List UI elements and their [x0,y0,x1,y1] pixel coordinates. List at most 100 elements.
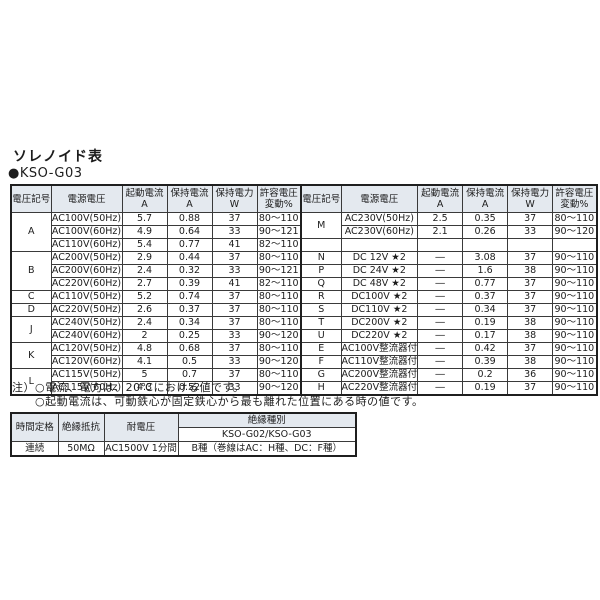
symbol-cell [300,238,342,252]
start-current-cell: ― [417,381,464,396]
hold-power-cell: 37 [211,212,258,226]
hold-power-cell: 37 [211,368,258,382]
voltage-cell: AC100V(50Hz) [50,212,123,226]
start-current-cell: 4.1 [121,355,168,369]
hold-current-cell: 0.39 [166,277,213,291]
note-label: 注） [12,381,35,394]
start-current-cell: ― [417,355,464,369]
table-row: AC220V(60Hz) 2.7 0.39 41 82〜110 Q DC 48V… [11,277,598,291]
table-row: A AC100V(50Hz) 5.7 0.88 37 80〜110 M AC23… [10,212,598,252]
header-start-current: 起動電流 A [121,184,168,213]
hold-current-cell: 0.52 [166,381,213,396]
start-current-cell: 5 [121,368,168,382]
hold-current-cell: 0.26 [462,225,509,239]
voltage-cell: AC115V(50Hz) [50,368,123,382]
hold-power-cell: 36 [507,368,554,382]
withstand-voltage-cell: AC1500V 1分間 [103,441,179,457]
variation-cell [552,238,598,252]
note-text: ○起動電流は、可動鉄心が固定鉄心から最も離れた位置にある時の値です。 [35,395,424,408]
variation-cell: 90〜110 [552,251,598,265]
header-time-rating: 時間定格 [10,412,59,442]
header-power-voltage: 電源電圧 [50,184,123,213]
hold-current-cell: 3.08 [462,251,509,265]
symbol-cell: R [300,290,342,304]
hold-power-cell: 33 [507,225,554,239]
variation-cell: 90〜110 [552,303,598,317]
voltage-cell: AC230V(50Hz) [340,212,419,226]
start-current-cell: ― [417,277,464,291]
note-line: 注）○電流、電力は、20℃における値です。 [12,381,424,395]
insulation-table: 時間定格 絶縁抵抗 耐電圧 絶縁種別 KSO-G02/KSO-G03 連続 50… [10,412,357,457]
symbol-cell: N [300,251,342,265]
hold-current-cell: 0.77 [462,277,509,291]
variation-cell: 90〜110 [552,277,598,291]
header-power-voltage: 電源電圧 [340,184,419,213]
voltage-cell: DC110V ★2 [340,303,419,317]
voltage-cell: AC100V整流器付 [340,342,419,356]
start-current-cell: 4.9 [121,225,168,239]
symbol-cell: K [10,342,52,369]
voltage-cell: AC230V(60Hz) [340,225,419,239]
symbol-cell: B [10,251,52,291]
hold-current-cell: 0.88 [166,212,213,226]
solenoid-spec-table: 電圧記号 電源電圧 起動電流 A 保持電流 A 保持電力 W 許容電圧 変動% … [10,184,598,396]
variation-cell: 82〜110 [256,277,302,291]
voltage-cell: AC220V整流器付 [340,381,419,396]
voltage-cell: DC200V ★2 [340,316,419,330]
voltage-cell: AC200V(50Hz) [50,251,123,265]
header-voltage-symbol: 電圧記号 [300,184,342,213]
symbol-cell: H [300,381,342,396]
header-withstand-voltage: 耐電圧 [103,412,179,442]
hold-current-cell: 0.34 [166,316,213,330]
symbol-cell: P [300,264,342,278]
model-label: ●KSO-G03 [8,166,83,181]
symbol-cell: A [10,212,52,252]
start-current-cell: 2.4 [121,264,168,278]
start-current-cell: ― [417,342,464,356]
hold-power-cell: 33 [211,225,258,239]
voltage-cell: AC200V整流器付 [340,368,419,382]
notes: 注）○電流、電力は、20℃における値です。 ○起動電流は、可動鉄心が固定鉄心から… [12,381,424,409]
table-row: L AC115V(50Hz) 5 0.7 37 80〜110 G AC200V整… [10,368,598,396]
start-current-cell: 2.7 [121,277,168,291]
hold-power-cell: 33 [211,329,258,343]
page-title: ソレノイド表 [13,149,103,165]
voltage-cell: AC110V整流器付 [340,355,419,369]
variation-cell: 90〜120 [256,329,302,343]
symbol-cell: J [10,316,52,343]
start-current-cell: 2.4 [121,316,168,330]
insulation-subheader-row: KSO-G02/KSO-G03 [11,427,357,442]
start-current-cell: 5.2 [121,290,168,304]
table-row: C AC110V(50Hz) 5.2 0.74 37 80〜110 R DC10… [10,290,598,304]
table-row: AC115V(60Hz) 4.3 0.52 33 90〜120 H AC220V… [11,381,598,396]
voltage-cell: AC200V(60Hz) [50,264,123,278]
hold-current-cell: 0.25 [166,329,213,343]
symbol-cell: M [300,212,342,239]
symbol-cell: E [300,342,342,356]
hold-power-cell: 37 [507,342,554,356]
hold-current-cell: 0.68 [166,342,213,356]
variation-cell: 90〜110 [552,264,598,278]
hold-power-cell: 37 [507,277,554,291]
subheader-model-range: KSO-G02/KSO-G03 [177,427,357,442]
insulation-class-cell: B種（巻線はAC：H種、DC：F種） [177,441,357,457]
hold-current-cell: 0.77 [166,238,213,252]
table-header-row: 電圧記号 電源電圧 起動電流 A 保持電流 A 保持電力 W 許容電圧 変動% … [10,184,598,213]
table-row: AC200V(60Hz) 2.4 0.32 33 90〜121 P DC 24V… [11,264,598,278]
insulation-resistance-cell: 50MΩ [57,441,105,457]
start-current-cell: ― [417,251,464,265]
voltage-cell [340,238,419,252]
start-current-cell: 5.4 [121,238,168,252]
variation-cell: 80〜110 [256,368,302,382]
header-hold-power: 保持電力 W [211,184,258,213]
variation-cell: 90〜110 [552,329,598,343]
voltage-cell: AC220V(60Hz) [50,277,123,291]
variation-cell: 80〜110 [256,303,302,317]
hold-power-cell: 37 [507,303,554,317]
voltage-cell: DC 24V ★2 [340,264,419,278]
start-current-cell: 4.8 [121,342,168,356]
variation-cell: 90〜120 [552,225,598,239]
header-hold-current: 保持電流 A [462,184,509,213]
symbol-cell: U [300,329,342,343]
voltage-cell: DC100V ★2 [340,290,419,304]
